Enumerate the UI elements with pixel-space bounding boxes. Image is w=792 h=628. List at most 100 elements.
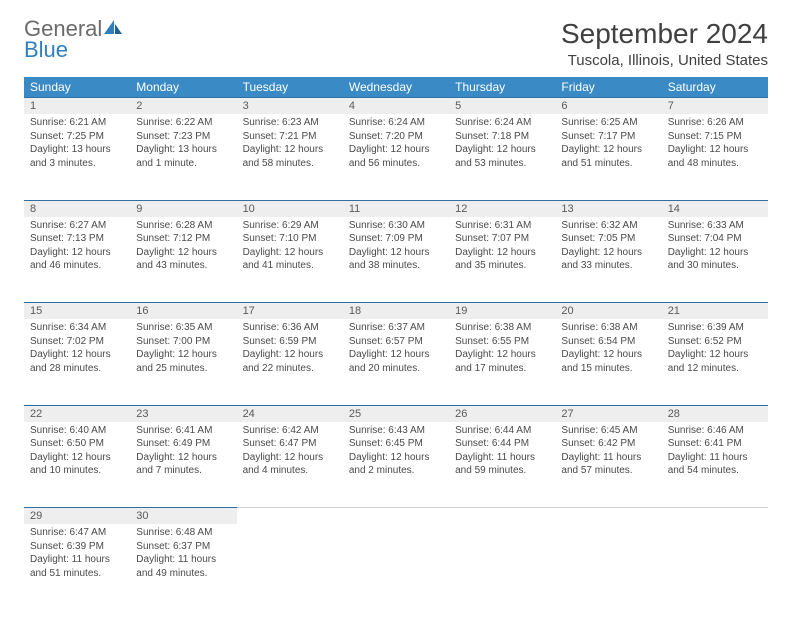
daylight-text: Daylight: 12 hours and 17 minutes. — [455, 348, 549, 375]
day-body-cell: Sunrise: 6:45 AMSunset: 6:42 PMDaylight:… — [555, 422, 661, 508]
brand-logo: General Blue — [24, 18, 124, 61]
day-number-cell: 2 — [130, 98, 236, 115]
day-number-cell: 18 — [343, 303, 449, 320]
sunset-text: Sunset: 7:09 PM — [349, 232, 443, 246]
sunrise-text: Sunrise: 6:36 AM — [243, 321, 337, 335]
sunrise-text: Sunrise: 6:48 AM — [136, 526, 230, 540]
sunset-text: Sunset: 6:57 PM — [349, 335, 443, 349]
weekday-header: Tuesday — [237, 77, 343, 98]
day-body-cell — [662, 524, 768, 610]
sunset-text: Sunset: 6:54 PM — [561, 335, 655, 349]
day-number-cell — [662, 508, 768, 525]
sunrise-text: Sunrise: 6:26 AM — [668, 116, 762, 130]
day-number-cell: 7 — [662, 98, 768, 115]
sunset-text: Sunset: 7:18 PM — [455, 130, 549, 144]
sunrise-text: Sunrise: 6:21 AM — [30, 116, 124, 130]
day-number-cell: 29 — [24, 508, 130, 525]
daynum-row: 2930 — [24, 508, 768, 525]
daylight-text: Daylight: 12 hours and 12 minutes. — [668, 348, 762, 375]
sunset-text: Sunset: 6:45 PM — [349, 437, 443, 451]
daylight-text: Daylight: 12 hours and 28 minutes. — [30, 348, 124, 375]
sunrise-text: Sunrise: 6:31 AM — [455, 219, 549, 233]
daybody-row: Sunrise: 6:40 AMSunset: 6:50 PMDaylight:… — [24, 422, 768, 508]
weekday-header: Wednesday — [343, 77, 449, 98]
daybody-row: Sunrise: 6:27 AMSunset: 7:13 PMDaylight:… — [24, 217, 768, 303]
day-body-cell: Sunrise: 6:33 AMSunset: 7:04 PMDaylight:… — [662, 217, 768, 303]
day-body-cell: Sunrise: 6:28 AMSunset: 7:12 PMDaylight:… — [130, 217, 236, 303]
sunset-text: Sunset: 6:42 PM — [561, 437, 655, 451]
day-number-cell: 15 — [24, 303, 130, 320]
sunrise-text: Sunrise: 6:32 AM — [561, 219, 655, 233]
day-number-cell: 5 — [449, 98, 555, 115]
daylight-text: Daylight: 12 hours and 33 minutes. — [561, 246, 655, 273]
sunrise-text: Sunrise: 6:47 AM — [30, 526, 124, 540]
sunset-text: Sunset: 7:10 PM — [243, 232, 337, 246]
sunset-text: Sunset: 7:05 PM — [561, 232, 655, 246]
day-body-cell: Sunrise: 6:39 AMSunset: 6:52 PMDaylight:… — [662, 319, 768, 405]
day-number-cell: 11 — [343, 200, 449, 217]
daylight-text: Daylight: 12 hours and 10 minutes. — [30, 451, 124, 478]
sunrise-text: Sunrise: 6:28 AM — [136, 219, 230, 233]
day-body-cell: Sunrise: 6:23 AMSunset: 7:21 PMDaylight:… — [237, 114, 343, 200]
daylight-text: Daylight: 11 hours and 57 minutes. — [561, 451, 655, 478]
sunset-text: Sunset: 6:44 PM — [455, 437, 549, 451]
day-body-cell: Sunrise: 6:24 AMSunset: 7:18 PMDaylight:… — [449, 114, 555, 200]
day-body-cell: Sunrise: 6:24 AMSunset: 7:20 PMDaylight:… — [343, 114, 449, 200]
sunrise-text: Sunrise: 6:24 AM — [349, 116, 443, 130]
day-number-cell: 1 — [24, 98, 130, 115]
day-body-cell: Sunrise: 6:31 AMSunset: 7:07 PMDaylight:… — [449, 217, 555, 303]
weekday-header: Sunday — [24, 77, 130, 98]
sunset-text: Sunset: 7:23 PM — [136, 130, 230, 144]
day-body-cell: Sunrise: 6:38 AMSunset: 6:54 PMDaylight:… — [555, 319, 661, 405]
day-body-cell: Sunrise: 6:48 AMSunset: 6:37 PMDaylight:… — [130, 524, 236, 610]
daylight-text: Daylight: 11 hours and 59 minutes. — [455, 451, 549, 478]
daylight-text: Daylight: 12 hours and 30 minutes. — [668, 246, 762, 273]
day-body-cell — [343, 524, 449, 610]
day-body-cell: Sunrise: 6:21 AMSunset: 7:25 PMDaylight:… — [24, 114, 130, 200]
day-number-cell: 6 — [555, 98, 661, 115]
sunrise-text: Sunrise: 6:25 AM — [561, 116, 655, 130]
sunset-text: Sunset: 6:52 PM — [668, 335, 762, 349]
daylight-text: Daylight: 12 hours and 41 minutes. — [243, 246, 337, 273]
daybody-row: Sunrise: 6:34 AMSunset: 7:02 PMDaylight:… — [24, 319, 768, 405]
day-body-cell: Sunrise: 6:42 AMSunset: 6:47 PMDaylight:… — [237, 422, 343, 508]
day-number-cell — [555, 508, 661, 525]
day-number-cell: 12 — [449, 200, 555, 217]
day-number-cell: 16 — [130, 303, 236, 320]
weekday-header: Thursday — [449, 77, 555, 98]
sunrise-text: Sunrise: 6:22 AM — [136, 116, 230, 130]
daylight-text: Daylight: 12 hours and 46 minutes. — [30, 246, 124, 273]
sunrise-text: Sunrise: 6:29 AM — [243, 219, 337, 233]
day-number-cell — [449, 508, 555, 525]
sunrise-text: Sunrise: 6:37 AM — [349, 321, 443, 335]
sunrise-text: Sunrise: 6:24 AM — [455, 116, 549, 130]
daylight-text: Daylight: 12 hours and 7 minutes. — [136, 451, 230, 478]
sunset-text: Sunset: 6:49 PM — [136, 437, 230, 451]
day-body-cell: Sunrise: 6:38 AMSunset: 6:55 PMDaylight:… — [449, 319, 555, 405]
sunset-text: Sunset: 7:21 PM — [243, 130, 337, 144]
sunrise-text: Sunrise: 6:23 AM — [243, 116, 337, 130]
day-body-cell — [449, 524, 555, 610]
day-number-cell: 28 — [662, 405, 768, 422]
day-number-cell: 3 — [237, 98, 343, 115]
day-body-cell: Sunrise: 6:37 AMSunset: 6:57 PMDaylight:… — [343, 319, 449, 405]
day-number-cell: 14 — [662, 200, 768, 217]
calendar-table: Sunday Monday Tuesday Wednesday Thursday… — [24, 77, 768, 610]
day-number-cell: 24 — [237, 405, 343, 422]
sunrise-text: Sunrise: 6:39 AM — [668, 321, 762, 335]
daynum-row: 891011121314 — [24, 200, 768, 217]
day-number-cell: 22 — [24, 405, 130, 422]
day-number-cell: 25 — [343, 405, 449, 422]
day-body-cell: Sunrise: 6:26 AMSunset: 7:15 PMDaylight:… — [662, 114, 768, 200]
sunset-text: Sunset: 7:13 PM — [30, 232, 124, 246]
day-body-cell: Sunrise: 6:27 AMSunset: 7:13 PMDaylight:… — [24, 217, 130, 303]
weekday-header-row: Sunday Monday Tuesday Wednesday Thursday… — [24, 77, 768, 98]
sunrise-text: Sunrise: 6:44 AM — [455, 424, 549, 438]
sunset-text: Sunset: 6:47 PM — [243, 437, 337, 451]
day-number-cell: 17 — [237, 303, 343, 320]
sunset-text: Sunset: 7:02 PM — [30, 335, 124, 349]
sunrise-text: Sunrise: 6:41 AM — [136, 424, 230, 438]
sunrise-text: Sunrise: 6:46 AM — [668, 424, 762, 438]
sunset-text: Sunset: 7:17 PM — [561, 130, 655, 144]
sunrise-text: Sunrise: 6:40 AM — [30, 424, 124, 438]
